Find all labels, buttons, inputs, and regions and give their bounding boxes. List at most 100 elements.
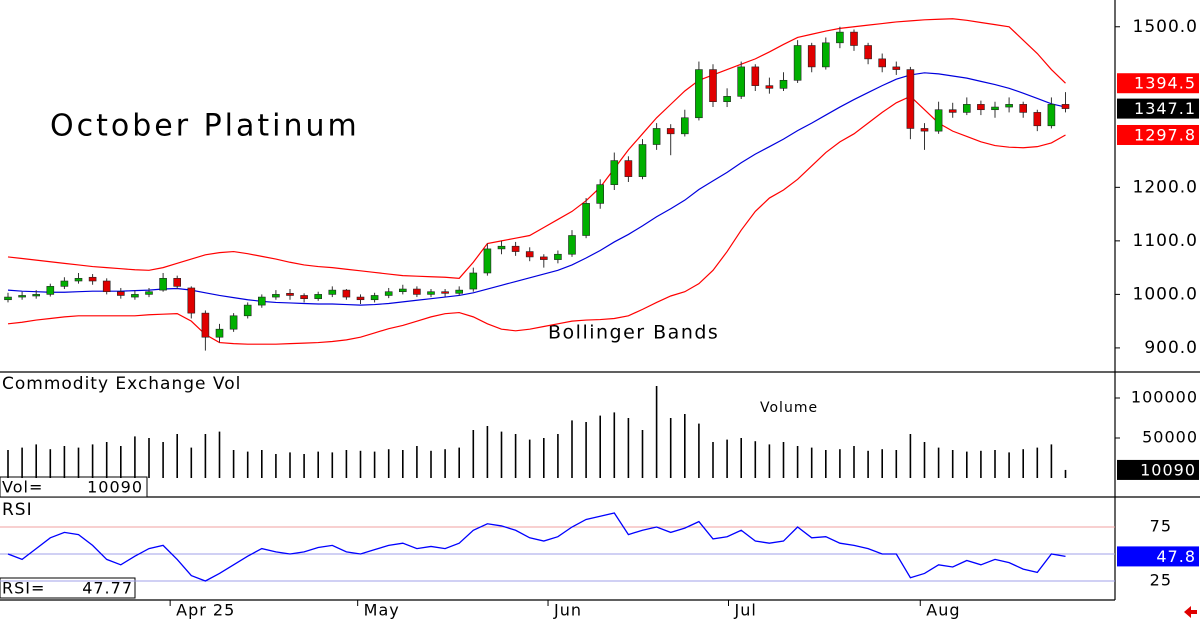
candle-body: [680, 117, 689, 135]
value-box: [1117, 124, 1199, 145]
readout-label: Vol=: [2, 478, 43, 497]
candle-body: [920, 128, 929, 132]
candle-body: [243, 304, 252, 317]
panel-title: Commodity Exchange Vol: [2, 374, 241, 394]
candle-body: [934, 109, 943, 132]
candle-body: [145, 291, 153, 295]
candle-body: [892, 66, 901, 70]
candle-body: [1005, 104, 1013, 108]
candle-body: [751, 66, 760, 86]
x-tick-label: Aug: [926, 601, 960, 620]
value-box-label: 1347.1: [1134, 99, 1196, 118]
annotation: Bollinger Bands: [548, 322, 719, 344]
candle-body: [74, 278, 83, 282]
candle-body: [342, 289, 351, 298]
candle-body: [413, 288, 421, 295]
candle-body: [864, 45, 872, 60]
readout-box: [0, 476, 148, 498]
candle-body: [370, 295, 379, 301]
chart-title: October Platinum: [50, 109, 360, 144]
candle-body: [582, 203, 590, 236]
x-tick-label: Jul: [734, 601, 757, 620]
candle-body: [398, 288, 407, 293]
candle-body: [46, 286, 55, 295]
bollinger-band: [7, 95, 1066, 345]
candle-body: [497, 245, 506, 250]
candle-body: [356, 296, 365, 301]
readout-value: 10090: [87, 478, 143, 497]
candle-body: [554, 253, 562, 260]
candle-body: [511, 245, 520, 252]
candle-body: [201, 312, 210, 338]
candle-body: [525, 251, 534, 258]
candle-body: [610, 160, 619, 185]
candle-body: [384, 291, 393, 296]
candle-body: [32, 294, 41, 297]
candle-body: [638, 144, 647, 177]
value-box-label: 1394.5: [1134, 74, 1196, 93]
bollinger-band: [7, 72, 1066, 306]
readout-label: RSI=: [2, 579, 45, 598]
candle-body: [568, 235, 576, 255]
candle-body: [836, 31, 844, 44]
candle-body: [60, 280, 69, 287]
readout-value: 47.77: [82, 579, 133, 598]
candle-body: [1019, 104, 1028, 113]
candle-body: [1033, 112, 1042, 127]
candle-body: [878, 58, 887, 68]
candle-body: [850, 31, 858, 46]
candle-body: [441, 291, 449, 294]
rsi-line: [7, 512, 1066, 582]
candle-body: [596, 184, 605, 204]
candle-body: [300, 295, 308, 299]
candle-body: [962, 104, 971, 113]
candle-body: [272, 294, 280, 298]
value-box: [1117, 98, 1199, 119]
candle-body: [737, 66, 746, 97]
candle-body: [483, 248, 492, 274]
value-box-label: 47.8: [1156, 547, 1196, 566]
candle-body: [187, 287, 196, 314]
candle-body: [314, 294, 323, 299]
y-tick-label: 50000: [1142, 428, 1198, 447]
x-tick-label: Apr 25: [176, 601, 235, 620]
candle-body: [328, 289, 337, 295]
candle-body: [779, 79, 788, 89]
candle-body: [159, 278, 167, 291]
candle-body: [821, 42, 830, 68]
candle-body: [1047, 104, 1056, 127]
candle-body: [906, 69, 915, 129]
candle-body: [88, 276, 97, 282]
y-tick-label: 1200.0: [1133, 177, 1198, 197]
candle-body: [286, 293, 294, 296]
series-label: Volume: [760, 400, 818, 416]
candle-body: [723, 96, 731, 102]
candle-body: [215, 328, 224, 338]
x-tick-label: May: [364, 601, 400, 620]
value-box: [1117, 73, 1199, 94]
candle-body: [257, 296, 266, 306]
candle-body: [624, 160, 633, 177]
candle-body: [948, 109, 957, 113]
candle-body: [765, 85, 774, 89]
y-tick-label: 1100.0: [1133, 231, 1198, 251]
candle-body: [793, 45, 802, 81]
scroll-arrow[interactable]: [1184, 606, 1197, 618]
candle-body: [131, 294, 139, 298]
candle-body: [18, 295, 26, 298]
candle-body: [539, 256, 548, 260]
y-tick-label: 900.0: [1144, 338, 1198, 358]
candle-body: [427, 291, 435, 295]
value-box: [1117, 459, 1199, 480]
candle-body: [1061, 104, 1070, 109]
value-box-label: 10090: [1140, 460, 1196, 479]
panel-title: RSI: [2, 500, 33, 520]
candle-body: [807, 45, 816, 68]
candle-body: [229, 315, 238, 330]
candle-body: [455, 289, 464, 294]
candle-body: [4, 296, 12, 301]
candle-body: [695, 69, 703, 119]
candle-body: [102, 280, 111, 293]
